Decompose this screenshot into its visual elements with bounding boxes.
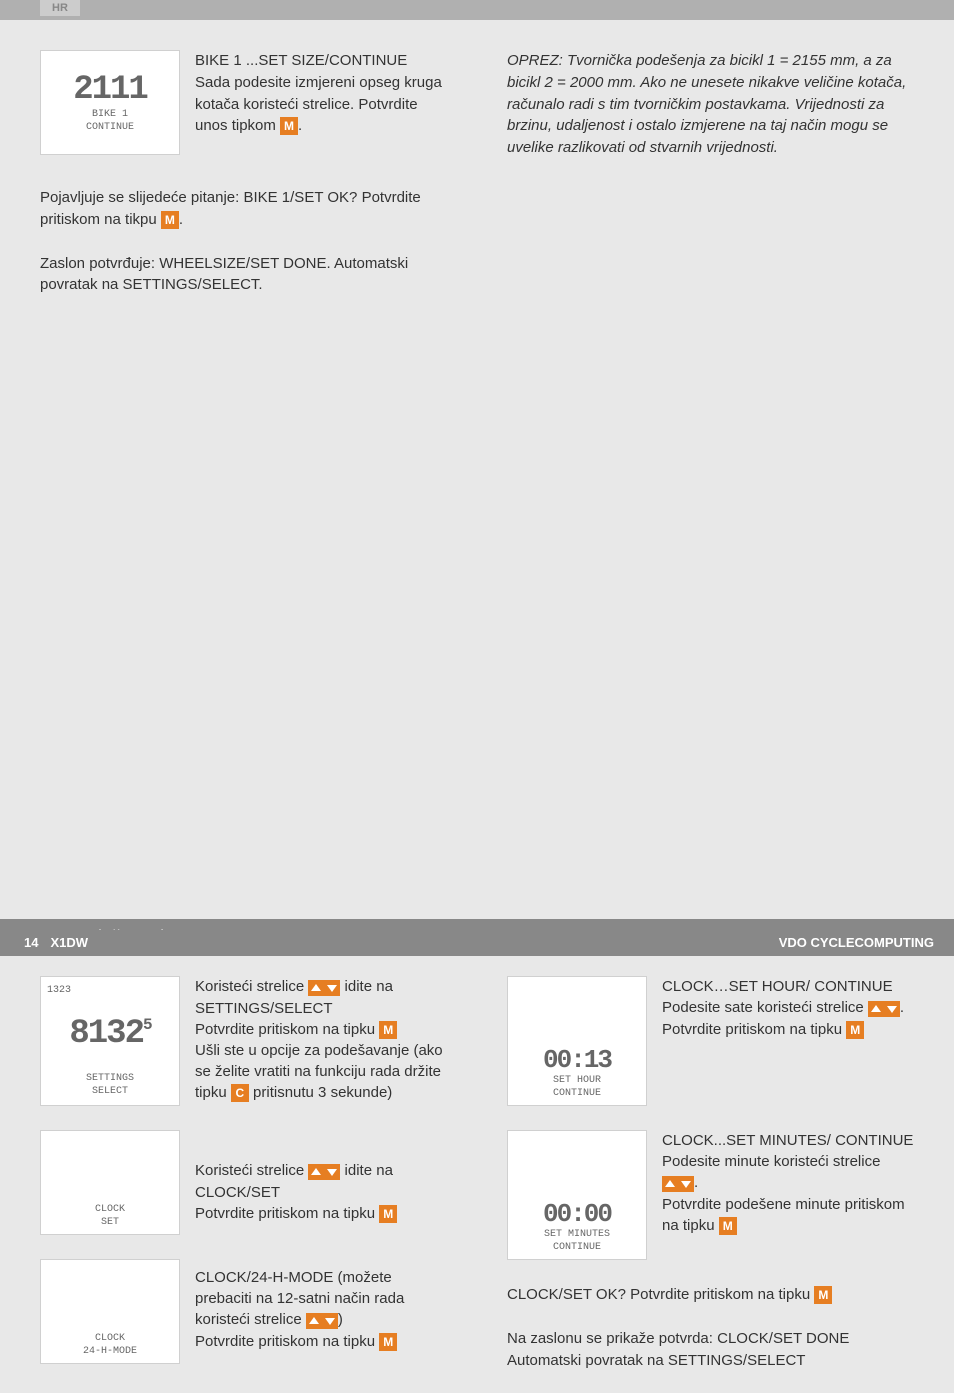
block-clock-mode: CLOCK 24-H-MODE CLOCK/24-H-MODE (možete … xyxy=(40,1259,447,1374)
text: Potvrdite podešene minute pritiskom na t… xyxy=(662,1196,905,1234)
text: CLOCK/SET OK? Potvrdite pritiskom na tip… xyxy=(507,1286,814,1303)
page-number: 14 xyxy=(20,935,42,950)
lcd-display: 81325 xyxy=(69,1017,150,1051)
lcd-line1: BIKE 1 xyxy=(92,109,128,120)
text-block: CLOCK...SET MINUTES/ CONTINUE Podesite m… xyxy=(662,1130,914,1236)
text: BIKE 1 ...SET SIZE/CONTINUE xyxy=(195,52,407,69)
arrows-icon xyxy=(308,1161,340,1182)
text: Koristeći strelice xyxy=(195,978,308,995)
text: pritisnutu 3 sekunde) xyxy=(249,1084,392,1101)
arrows-icon xyxy=(662,1173,694,1194)
text: . xyxy=(900,999,904,1016)
text-block: CLOCK…SET HOUR/ CONTINUE Podesite sate k… xyxy=(662,976,914,1040)
text: CLOCK/24-H-MODE (možete prebaciti na 12-… xyxy=(195,1269,404,1328)
text: CLOCK…SET HOUR/ CONTINUE xyxy=(662,978,893,995)
c-button-icon: C xyxy=(231,1084,249,1102)
footer: 14 X1DW VDO CYCLECOMPUTING xyxy=(0,930,954,954)
lcd-line1: SETTINGS xyxy=(86,1073,134,1084)
block-set-hour: 00:13 SET HOUR CONTINUE CLOCK…SET HOUR/ … xyxy=(507,976,914,1116)
lower-left-column: 1323 81325 SETTINGS SELECT Koristeći str… xyxy=(0,976,477,1393)
text: Na zaslonu se prikaže potvrda: CLOCK/SET… xyxy=(507,1330,849,1369)
arrows-icon xyxy=(868,998,900,1019)
text: OPREZ: Tvornička podešenja za bicikl 1 =… xyxy=(507,52,906,156)
block-set-min: 00:00 SET MINUTES CONTINUE CLOCK...SET M… xyxy=(507,1130,914,1270)
text-block: CLOCK/24-H-MODE (možete prebaciti na 12-… xyxy=(195,1259,447,1352)
block-settings: 1323 81325 SETTINGS SELECT Koristeći str… xyxy=(40,976,447,1116)
m-button-icon: M xyxy=(379,1205,397,1223)
lcd-set-min: 00:00 SET MINUTES CONTINUE xyxy=(507,1130,647,1260)
m-button-icon: M xyxy=(280,117,298,135)
m-button-icon: M xyxy=(814,1286,832,1304)
para-clock-done: Na zaslonu se prikaže potvrda: CLOCK/SET… xyxy=(507,1328,914,1372)
lcd-line2: CONTINUE xyxy=(553,1242,601,1253)
lcd-line1: CLOCK xyxy=(95,1333,125,1344)
left-column: 2111 BIKE 1 CONTINUE BIKE 1 ...SET SIZE/… xyxy=(0,20,477,914)
para-clock-ok: CLOCK/SET OK? Potvrdite pritiskom na tip… xyxy=(507,1284,914,1306)
m-button-icon: M xyxy=(379,1333,397,1351)
language-tab: HR xyxy=(40,0,80,16)
model-label: X1DW xyxy=(50,935,88,950)
caution-text: OPREZ: Tvornička podešenja za bicikl 1 =… xyxy=(507,50,914,159)
m-button-icon: M xyxy=(161,211,179,229)
text-block: Koristeći strelice idite na CLOCK/SET Po… xyxy=(195,1130,447,1224)
header-band: HR xyxy=(0,0,954,20)
lcd-line2: 24-H-MODE xyxy=(83,1346,137,1357)
text: Podesite sate koristeći strelice xyxy=(662,999,868,1016)
para-confirm: Pojavljuje se slijedeće pitanje: BIKE 1/… xyxy=(40,187,447,231)
m-button-icon: M xyxy=(719,1217,737,1235)
m-button-icon: M xyxy=(846,1021,864,1039)
right-column: OPREZ: Tvornička podešenja za bicikl 1 =… xyxy=(477,20,954,914)
text: Zaslon potvrđuje: WHEELSIZE/SET DONE. Au… xyxy=(40,255,408,294)
lcd-line1: SET MINUTES xyxy=(544,1229,610,1240)
text: Potvrdite pritiskom na tipku xyxy=(195,1205,379,1222)
brand-label: VDO CYCLECOMPUTING xyxy=(779,935,934,950)
lcd-line2: SET xyxy=(101,1217,119,1228)
text: Podesite minute koristeći strelice xyxy=(662,1153,880,1170)
m-button-icon: M xyxy=(379,1021,397,1039)
text: Sada podesite izmjereni opseg kruga kota… xyxy=(195,74,442,135)
lcd-line2: CONTINUE xyxy=(553,1088,601,1099)
text: Pojavljuje se slijedeće pitanje: BIKE 1/… xyxy=(40,189,421,228)
lcd-clock-set: CLOCK SET xyxy=(40,1130,180,1235)
text: Potvrdite pritiskom na tipku xyxy=(195,1021,379,1038)
text: . xyxy=(694,1174,698,1191)
text: Potvrdite pritiskom na tipku xyxy=(195,1333,379,1350)
upper-content: 2111 BIKE 1 CONTINUE BIKE 1 ...SET SIZE/… xyxy=(0,20,954,914)
arrows-icon xyxy=(306,1310,338,1331)
lcd-display: 00:00 xyxy=(543,1201,611,1227)
text: Potvrdite pritiskom na tipku xyxy=(662,1021,846,1038)
lower-right-column: 00:13 SET HOUR CONTINUE CLOCK…SET HOUR/ … xyxy=(477,976,954,1393)
text: CLOCK...SET MINUTES/ CONTINUE xyxy=(662,1132,913,1149)
lcd-line1: CLOCK xyxy=(95,1204,125,1215)
lower-content: 1323 81325 SETTINGS SELECT Koristeći str… xyxy=(0,956,954,1393)
text: ) xyxy=(338,1311,343,1328)
lcd-clock-mode: CLOCK 24-H-MODE xyxy=(40,1259,180,1364)
para-bike1: 2111 BIKE 1 CONTINUE BIKE 1 ...SET SIZE/… xyxy=(40,50,447,165)
lcd-display: 00:13 xyxy=(543,1047,611,1073)
footer-left: 14 X1DW xyxy=(20,935,88,950)
lcd-settings: 1323 81325 SETTINGS SELECT xyxy=(40,976,180,1106)
lcd-line2: CONTINUE xyxy=(86,122,134,133)
lcd-top: 1323 xyxy=(47,985,173,996)
text: Koristeći strelice xyxy=(195,1162,308,1179)
arrows-icon xyxy=(308,977,340,998)
lcd-set-hour: 00:13 SET HOUR CONTINUE xyxy=(507,976,647,1106)
para-done: Zaslon potvrđuje: WHEELSIZE/SET DONE. Au… xyxy=(40,253,447,297)
lcd-line1: SET HOUR xyxy=(553,1075,601,1086)
text-block: Koristeći strelice idite na SETTINGS/SEL… xyxy=(195,976,447,1103)
block-clock-set: CLOCK SET Koristeći strelice idite na CL… xyxy=(40,1130,447,1245)
lcd-line2: SELECT xyxy=(86,1086,134,1097)
lcd-bike1: 2111 BIKE 1 CONTINUE xyxy=(40,50,180,155)
lcd-display: 2111 xyxy=(73,73,147,107)
